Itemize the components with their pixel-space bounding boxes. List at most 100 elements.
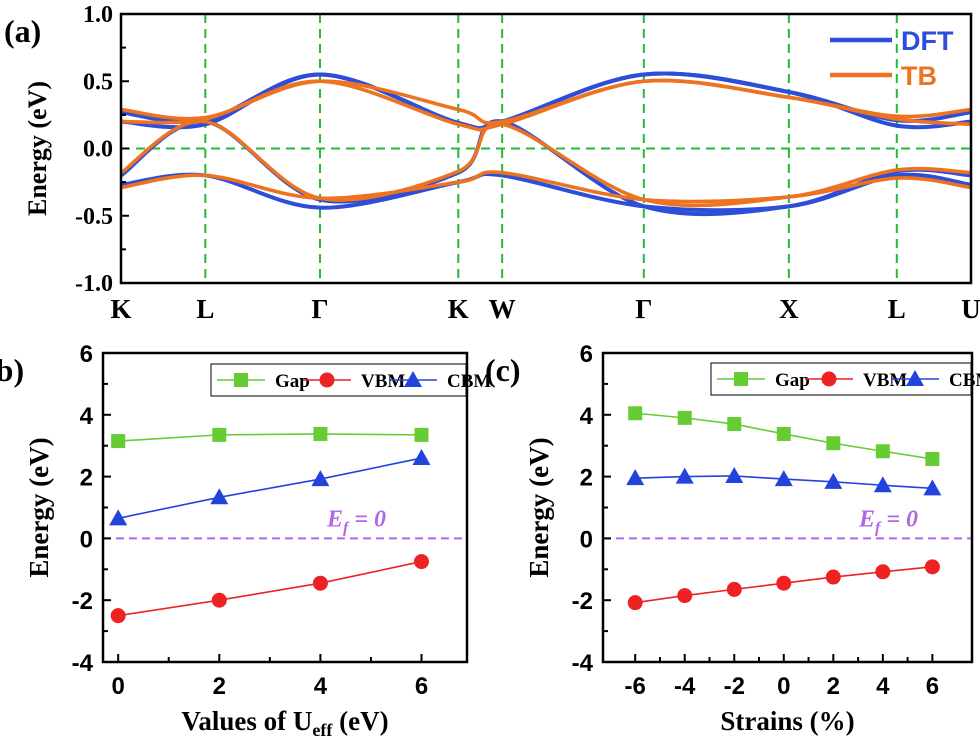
ytick-label: 2 bbox=[80, 465, 93, 492]
band-dft-3 bbox=[121, 119, 971, 217]
xtick-label: 2 bbox=[213, 673, 226, 700]
xtick-label: 2 bbox=[827, 673, 840, 700]
data-point-vbm bbox=[677, 588, 693, 604]
legend-marker-gap bbox=[234, 373, 248, 387]
ytick-label: 4 bbox=[580, 403, 594, 430]
data-point-vbm bbox=[726, 581, 742, 597]
data-point-cbm bbox=[412, 449, 431, 466]
ytick-label: -4 bbox=[72, 650, 94, 677]
xtick-label: 4 bbox=[876, 673, 890, 700]
series-line-gap bbox=[118, 433, 422, 442]
panel-b: -4 -2 0 2 4 6 0 2 4 6 Energy (eV) Values of Ueff (e… bbox=[0, 341, 491, 736]
data-point-cbm bbox=[725, 466, 744, 483]
data-point-vbm bbox=[776, 575, 792, 591]
band-dft-4 bbox=[121, 172, 971, 213]
y-axis-label: Energy (eV) bbox=[23, 81, 52, 216]
data-point-cbm bbox=[675, 467, 694, 484]
legend-label-dft: DFT bbox=[901, 26, 954, 56]
data-point-gap bbox=[313, 426, 328, 441]
legend-marker-vbm bbox=[821, 371, 837, 387]
y-axis-label: Energy (eV) bbox=[524, 437, 554, 577]
ytick-label: 0 bbox=[580, 526, 593, 553]
ytick-label: -2 bbox=[572, 588, 593, 615]
kpoint-label: L bbox=[888, 294, 906, 324]
xtick-label: -2 bbox=[724, 673, 745, 700]
ytick-label: 2 bbox=[580, 465, 593, 492]
data-point-vbm bbox=[110, 608, 126, 624]
data-point-cbm bbox=[210, 488, 229, 505]
data-point-vbm bbox=[312, 575, 328, 591]
panel-c: -4 -2 0 2 4 6 -6 -4 -2 0 2 4 6 Energy (eV) Strains (%)… bbox=[485, 341, 980, 736]
legend-marker-cbm bbox=[404, 371, 422, 387]
xtick-label: 6 bbox=[415, 673, 428, 700]
data-point-cbm bbox=[774, 470, 793, 487]
data-point-cbm bbox=[626, 469, 645, 486]
legend-label-cbm: CBM bbox=[949, 370, 980, 391]
kpoint-label: W bbox=[489, 294, 516, 324]
data-point-gap bbox=[628, 406, 643, 421]
legend-label-gap: Gap bbox=[275, 371, 310, 392]
kpoint-label: Γ bbox=[311, 294, 328, 324]
data-point-cbm bbox=[824, 472, 843, 489]
ytick-label: -4 bbox=[572, 650, 594, 677]
data-point-cbm bbox=[923, 479, 942, 496]
data-point-gap bbox=[875, 444, 890, 459]
band-tb-4 bbox=[121, 170, 971, 204]
series-line-cbm bbox=[118, 457, 422, 520]
band-tb-3 bbox=[121, 119, 971, 208]
series-line-vbm bbox=[118, 560, 422, 617]
xtick-label: 0 bbox=[777, 673, 790, 700]
data-point-gap bbox=[414, 427, 429, 442]
xtick-label: 4 bbox=[314, 673, 328, 700]
fermi-annotation: Ef = 0 bbox=[858, 506, 918, 536]
data-point-gap bbox=[212, 427, 227, 442]
data-point-cbm bbox=[873, 476, 892, 493]
kpoint-label: X bbox=[779, 294, 799, 324]
ytick-label: 4 bbox=[80, 403, 94, 430]
data-point-vbm bbox=[627, 595, 643, 611]
xtick-label: -6 bbox=[625, 673, 646, 700]
ytick-label: 0.0 bbox=[83, 137, 113, 163]
kpoint-label: U bbox=[961, 294, 980, 324]
data-point-cbm bbox=[109, 509, 128, 526]
x-axis-label: Values of Ueff (eV) bbox=[181, 706, 388, 736]
legend-label-vbm: VBM bbox=[863, 370, 907, 391]
data-point-vbm bbox=[414, 554, 429, 570]
axes-frame bbox=[101, 351, 469, 664]
data-point-gap bbox=[677, 410, 692, 425]
panel-label: (c) bbox=[485, 352, 521, 388]
kpoint-label: K bbox=[448, 294, 469, 324]
ytick-label: 0 bbox=[80, 526, 93, 553]
legend-marker-cbm bbox=[906, 370, 924, 386]
legend-marker-gap bbox=[734, 372, 748, 386]
bands bbox=[121, 71, 971, 217]
data-point-gap bbox=[727, 417, 742, 432]
legend-marker-vbm bbox=[319, 372, 335, 388]
ytick-label: -0.5 bbox=[75, 204, 113, 230]
data-point-gap bbox=[776, 426, 791, 441]
legend-label-cbm: CBM bbox=[447, 371, 491, 392]
ytick-label: 6 bbox=[580, 341, 593, 368]
legend: Gap VBM CBM bbox=[210, 363, 491, 397]
data-point-gap bbox=[925, 451, 940, 466]
data-point-gap bbox=[111, 434, 126, 449]
legend: Gap VBM CBM bbox=[710, 362, 980, 396]
ytick-label: -2 bbox=[72, 588, 93, 615]
data-point-vbm bbox=[825, 569, 841, 585]
xtick-label: 0 bbox=[111, 673, 124, 700]
legend-label-gap: Gap bbox=[775, 370, 810, 391]
y-axis-label: Energy (eV) bbox=[24, 437, 54, 577]
panel-label: (a) bbox=[4, 13, 41, 49]
x-axis-label: Strains (%) bbox=[720, 706, 854, 736]
fermi-annotation: Ef = 0 bbox=[326, 506, 386, 536]
ytick-label: -1.0 bbox=[75, 271, 113, 297]
legend-label-vbm: VBM bbox=[361, 371, 405, 392]
legend-label-tb: TB bbox=[901, 61, 937, 91]
data-point-gap bbox=[826, 436, 841, 451]
data-point-cbm bbox=[311, 470, 330, 487]
kpoint-label: L bbox=[196, 294, 214, 324]
data-point-vbm bbox=[875, 564, 891, 580]
kpoint-label: Γ bbox=[635, 294, 652, 324]
